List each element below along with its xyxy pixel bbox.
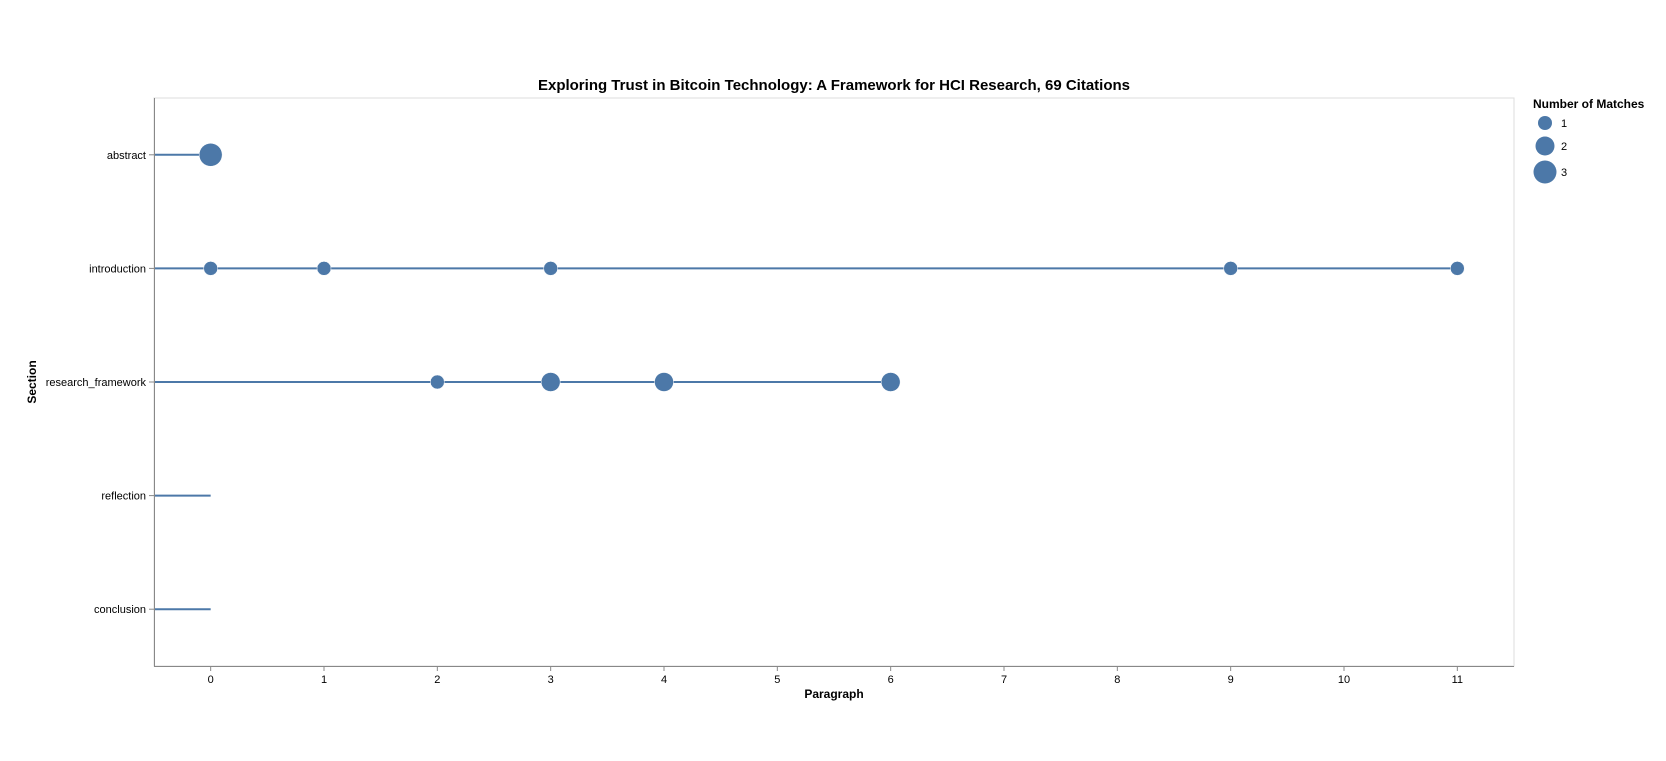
y-tick-label: conclusion xyxy=(94,604,146,616)
x-axis-ticks: 0 1 2 3 4 5 6 7 8 9 10 11 xyxy=(208,666,1463,686)
x-tick-label: 6 xyxy=(888,674,894,686)
y-axis-ticks: abstract introduction research_frameworkre… xyxy=(46,150,154,616)
data-point xyxy=(198,143,223,167)
y-tick-label: research_framework xyxy=(46,377,147,389)
x-tick-label: 8 xyxy=(1114,674,1120,686)
legend-title: Number of Matches xyxy=(1533,97,1645,111)
legend-items: 1 2 3 xyxy=(1533,116,1567,184)
x-tick-label: 9 xyxy=(1228,674,1234,686)
data-point xyxy=(203,261,218,276)
data-point xyxy=(430,374,445,390)
series-points xyxy=(198,143,1465,392)
x-tick-label: 2 xyxy=(434,674,440,686)
x-tick-label: 11 xyxy=(1452,674,1463,686)
series-lines xyxy=(154,153,1458,611)
chart-title: Exploring Trust in Bitcoin Technology: A… xyxy=(538,77,1130,94)
legend-symbol xyxy=(1538,116,1552,130)
data-point xyxy=(1450,261,1465,276)
x-tick-label: 1 xyxy=(321,674,327,686)
y-tick-label: introduction xyxy=(89,263,146,275)
legend-label: 2 xyxy=(1561,141,1567,153)
x-tick-label: 3 xyxy=(548,674,554,686)
x-tick-label: 0 xyxy=(208,674,214,686)
legend-label: 1 xyxy=(1561,118,1567,130)
y-axis-title: Section xyxy=(25,360,39,403)
data-point xyxy=(543,261,558,276)
data-point xyxy=(654,372,674,392)
y-tick-label: abstract xyxy=(107,150,146,162)
x-tick-label: 4 xyxy=(661,674,667,686)
x-axis-title: Paragraph xyxy=(804,687,863,701)
legend: Number of Matches 1 2 3 xyxy=(1533,97,1645,184)
data-point xyxy=(316,261,332,276)
y-tick-label: reflection xyxy=(101,491,146,503)
x-tick-label: 7 xyxy=(1001,674,1007,686)
legend-symbol xyxy=(1535,136,1555,156)
legend-label: 3 xyxy=(1561,167,1567,179)
legend-symbol xyxy=(1533,160,1557,184)
data-point xyxy=(880,372,901,392)
data-point xyxy=(1223,261,1238,276)
x-tick-label: 5 xyxy=(774,674,780,686)
data-point xyxy=(540,372,561,392)
x-tick-label: 10 xyxy=(1338,674,1350,686)
